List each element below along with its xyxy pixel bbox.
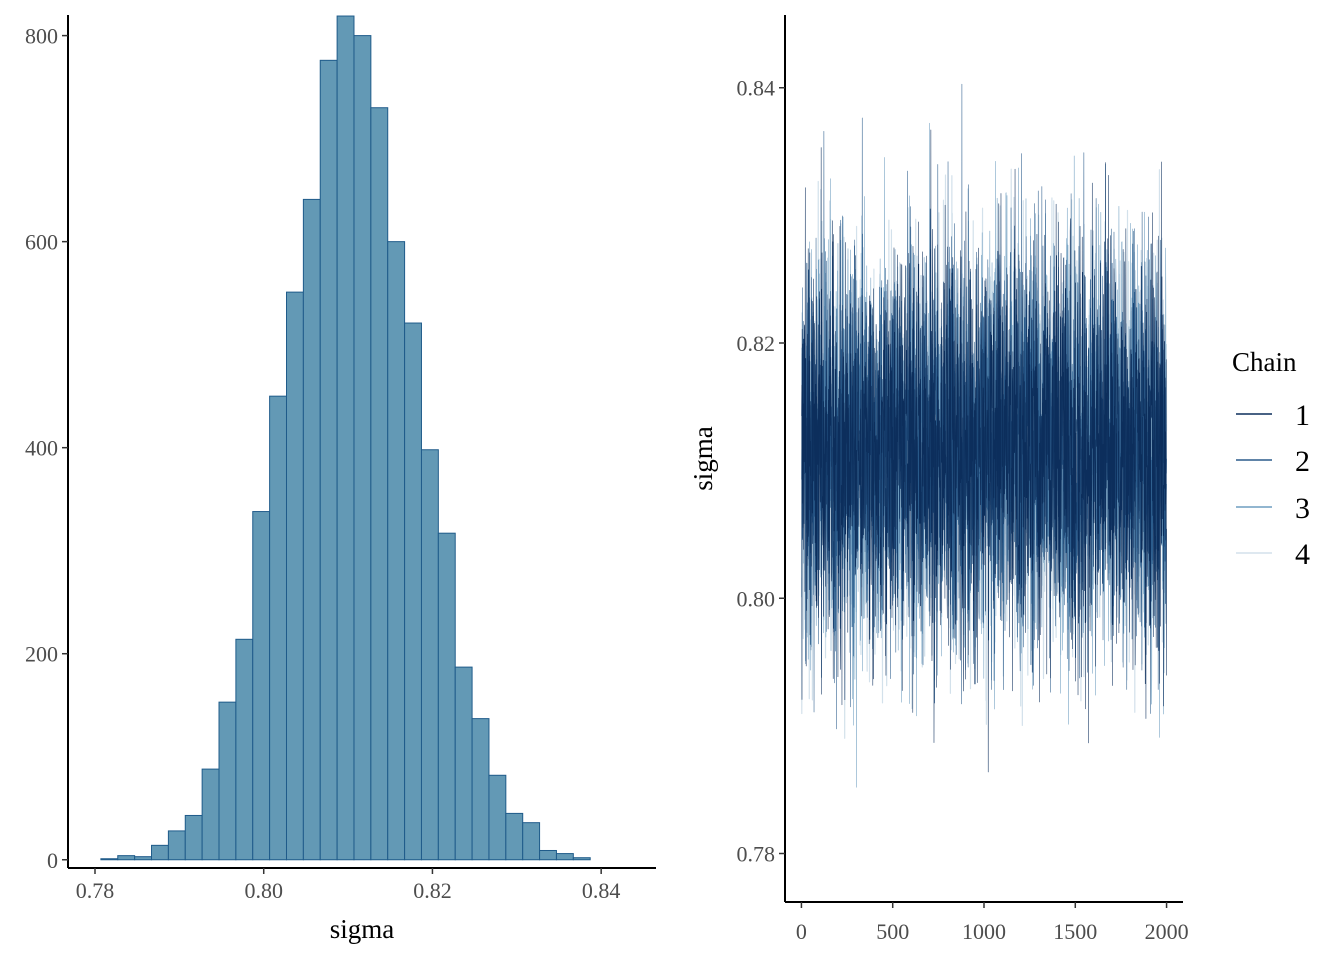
legend-label-1: 1 (1295, 399, 1310, 432)
histogram-bar (387, 241, 406, 861)
trace-x-tick-label: 0 (796, 919, 807, 944)
legend-item: 2 (1236, 445, 1310, 478)
histogram-bar (100, 858, 119, 861)
histogram-bar (201, 768, 220, 861)
histogram-bar (488, 774, 507, 861)
histogram-x-tick-label: 0.80 (244, 878, 283, 903)
histogram-x-axis-title: sigma (330, 914, 395, 944)
legend-label-3: 3 (1295, 492, 1310, 525)
histogram-bar (370, 107, 389, 861)
trace-chain-1 (801, 129, 1167, 773)
histogram-x-tick-label: 0.82 (413, 878, 452, 903)
histogram-bar (437, 532, 456, 861)
trace-x-tick-label: 1000 (962, 919, 1006, 944)
histogram-bar (539, 849, 557, 861)
histogram-bar (353, 35, 372, 861)
histogram-bar (471, 718, 490, 861)
histogram-y-tick-label: 800 (25, 24, 58, 49)
histogram-bar (572, 857, 591, 861)
histogram-bar (184, 814, 203, 861)
legend: Chain 1 2 3 4 (1232, 347, 1310, 571)
histogram-x-tick-label: 0.78 (76, 878, 115, 903)
trace-lines (801, 83, 1168, 788)
trace-x-tick-label: 2000 (1145, 919, 1189, 944)
histogram-bar (151, 844, 169, 861)
histogram-bar (117, 855, 136, 861)
histogram-bar (336, 15, 355, 861)
histogram-x-tick-label: 0.84 (582, 878, 621, 903)
trace-y-tick-label: 0.82 (737, 331, 776, 356)
histogram-bar (134, 856, 153, 861)
legend-item: 1 (1236, 399, 1310, 432)
histogram-bar (218, 701, 237, 861)
histogram-bar (235, 638, 254, 861)
histogram-y-tick-label: 400 (25, 436, 58, 461)
histogram-bars (100, 15, 591, 861)
histogram-panel: 0 200 400 600 800 0.78 0.80 0.82 0.84 sigma (25, 15, 656, 944)
trace-y-tick-label: 0.80 (737, 586, 776, 611)
histogram-bar (319, 59, 338, 861)
histogram-bar (302, 198, 321, 861)
histogram-y-tick-label: 0 (47, 848, 58, 873)
histogram-bar (252, 511, 271, 861)
histogram-bar (505, 812, 524, 861)
legend-item: 4 (1236, 538, 1310, 571)
histogram-bar (167, 830, 186, 861)
histogram-bar (286, 291, 304, 861)
trace-y-tick-label: 0.84 (737, 76, 776, 101)
legend-label-4: 4 (1295, 538, 1310, 571)
trace-y-tick-label: 0.78 (737, 842, 776, 867)
legend-label-2: 2 (1295, 445, 1310, 478)
histogram-y-tick-label: 600 (25, 230, 58, 255)
legend-item: 3 (1236, 492, 1310, 525)
histogram-bar (269, 395, 287, 861)
trace-plot-panel: 0.78 0.80 0.82 0.84 0 500 1000 1500 2000 sigma (688, 15, 1189, 944)
trace-y-axis-title: sigma (688, 426, 718, 491)
histogram-y-tick-label: 200 (25, 642, 58, 667)
histogram-bar (404, 322, 422, 861)
histogram-bar (522, 822, 541, 861)
trace-x-tick-label: 500 (876, 919, 909, 944)
legend-title: Chain (1232, 347, 1297, 377)
trace-x-tick-label: 1500 (1053, 919, 1097, 944)
histogram-bar (420, 449, 439, 861)
histogram-bar (555, 853, 574, 861)
histogram-bar (454, 666, 473, 861)
